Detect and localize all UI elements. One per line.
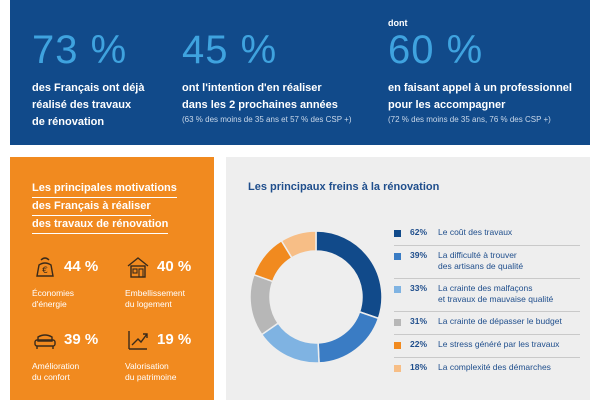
- motivations-title: Les principales motivations des Français…: [32, 181, 177, 235]
- motivation-label: Embellissement du logement: [125, 288, 185, 309]
- stat-note: (63 % des moins de 35 ans et 57 % des CS…: [182, 115, 352, 124]
- growth-arrow-icon: [128, 331, 148, 350]
- legend-swatch: [394, 230, 401, 237]
- legend-label: La crainte de dépasser le budget: [438, 316, 562, 326]
- motivation-energy-savings: € 44 % Économies d'énergie: [32, 254, 128, 314]
- donut-slice-3: [249, 273, 280, 336]
- motivation-percentage: 39 %: [64, 331, 99, 348]
- legend-percentage: 62%: [410, 227, 428, 237]
- legend-swatch: [394, 253, 401, 260]
- legend-swatch: [394, 342, 401, 349]
- legend-separator: [394, 311, 580, 312]
- motivation-label: Économies d'énergie: [32, 288, 75, 309]
- legend-separator: [394, 334, 580, 335]
- stat-text: ont l'intention d'en réaliser dans les 2…: [182, 82, 338, 111]
- euro-savings-icon: €: [36, 257, 54, 277]
- legend-percentage: 39%: [410, 250, 428, 260]
- legend-label: La difficulté à trouver des artisans de q…: [438, 250, 524, 271]
- stat-text: en faisant appel à un professionnel pour…: [388, 82, 572, 111]
- obstacles-donut-chart: [249, 230, 383, 364]
- legend-separator: [394, 357, 580, 358]
- motivation-percentage: 44 %: [64, 258, 99, 275]
- legend-swatch: [394, 286, 401, 293]
- stat-text: des Français ont déjà réalisé des travau…: [32, 82, 145, 128]
- svg-text:€: €: [42, 266, 48, 276]
- stat-value: 73 %: [32, 28, 128, 72]
- motivation-percentage: 19 %: [157, 331, 192, 348]
- legend-label: La complexité des démarches: [438, 362, 551, 372]
- house-icon: [127, 257, 149, 278]
- legend-separator: [394, 245, 580, 246]
- legend-label: Le stress généré par les travaux: [438, 339, 560, 349]
- motivation-heritage: 19 % Valorisation du patrimoine: [125, 327, 221, 387]
- obstacles-title: Les principaux freins à la rénovation: [248, 181, 440, 193]
- motivation-comfort: 39 % Amélioration du confort: [32, 327, 128, 387]
- stat-value: 45 %: [182, 28, 278, 72]
- donut-slice-0: [315, 230, 383, 320]
- legend-percentage: 18%: [410, 362, 428, 372]
- stats-banner: 73 % des Français ont déjà réalisé des t…: [10, 0, 590, 145]
- sofa-icon: [34, 334, 56, 349]
- motivation-label: Valorisation du patrimoine: [125, 361, 177, 382]
- motivation-percentage: 40 %: [157, 258, 192, 275]
- obstacles-panel: Les principaux freins à la rénovation 62…: [226, 157, 590, 400]
- stat-value: 60 %: [388, 28, 484, 72]
- motivation-embellishment: 40 % Embellissement du logement: [125, 254, 221, 314]
- donut-slice-1: [317, 310, 380, 364]
- legend-swatch: [394, 365, 401, 372]
- motivations-panel: Les principales motivations des Français…: [10, 157, 214, 400]
- legend-label: La crainte des malfaçons et travaux de ma…: [438, 283, 554, 304]
- legend-swatch: [394, 319, 401, 326]
- donut-slice-5: [280, 230, 317, 259]
- legend-percentage: 33%: [410, 283, 428, 293]
- legend-percentage: 22%: [410, 339, 428, 349]
- stat-prefix: dont: [388, 18, 408, 28]
- legend-separator: [394, 278, 580, 279]
- legend-label: Le coût des travaux: [438, 227, 513, 237]
- stat-note: (72 % des moins de 35 ans, 76 % des CSP …: [388, 115, 551, 124]
- legend-percentage: 31%: [410, 316, 428, 326]
- motivation-label: Amélioration du confort: [32, 361, 80, 382]
